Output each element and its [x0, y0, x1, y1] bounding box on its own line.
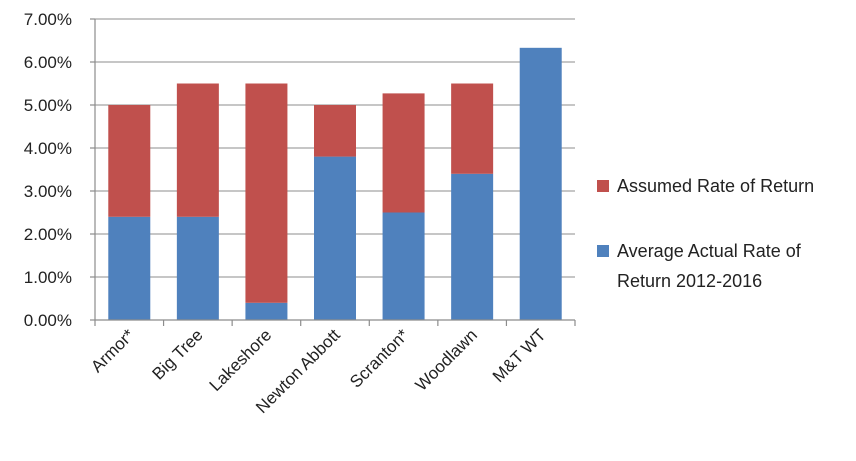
x-category-label: M&T WT [489, 325, 550, 386]
bars [108, 47, 562, 321]
bar-assumed-return [245, 83, 288, 303]
y-tick-label: 0.00% [24, 311, 72, 330]
bar-actual-return [245, 302, 288, 320]
bar-actual-return [519, 47, 562, 321]
legend-swatch [597, 245, 609, 257]
bar-actual-return [176, 216, 219, 320]
legend-label: Assumed Rate of Return [617, 176, 814, 196]
bar-actual-return [451, 173, 494, 320]
y-axis-tick-labels: 0.00% 1.00% 2.00% 3.00% 4.00% 5.00% 6.00% 7.00% [24, 10, 72, 330]
x-category-label: Armor* [87, 325, 138, 376]
y-tick-label: 6.00% [24, 53, 72, 72]
y-tick-label: 5.00% [24, 96, 72, 115]
bar-actual-return [108, 216, 151, 320]
bar-assumed-return [176, 83, 219, 217]
x-category-label: Big Tree [148, 325, 206, 383]
bar-assumed-return [382, 93, 425, 213]
y-tick-label: 4.00% [24, 139, 72, 158]
legend-label: Average Actual Rate of [617, 241, 802, 261]
legend: Assumed Rate of Return Average Actual Rat… [597, 176, 814, 291]
x-category-label: Woodlawn [412, 325, 481, 394]
legend-swatch [597, 180, 609, 192]
y-tick-label: 1.00% [24, 268, 72, 287]
y-tick-label: 2.00% [24, 225, 72, 244]
y-tick-label: 3.00% [24, 182, 72, 201]
axes [90, 18, 576, 326]
bar-actual-return [314, 156, 356, 320]
y-tick-label: 7.00% [24, 10, 72, 29]
x-category-label: Scranton* [346, 325, 412, 391]
bar-assumed-return [451, 83, 494, 174]
legend-label: Return 2012-2016 [617, 271, 762, 291]
bar-assumed-return [314, 105, 356, 157]
x-category-label: Lakeshore [206, 325, 276, 395]
bar-actual-return [382, 212, 425, 320]
bar-assumed-return [108, 105, 151, 217]
